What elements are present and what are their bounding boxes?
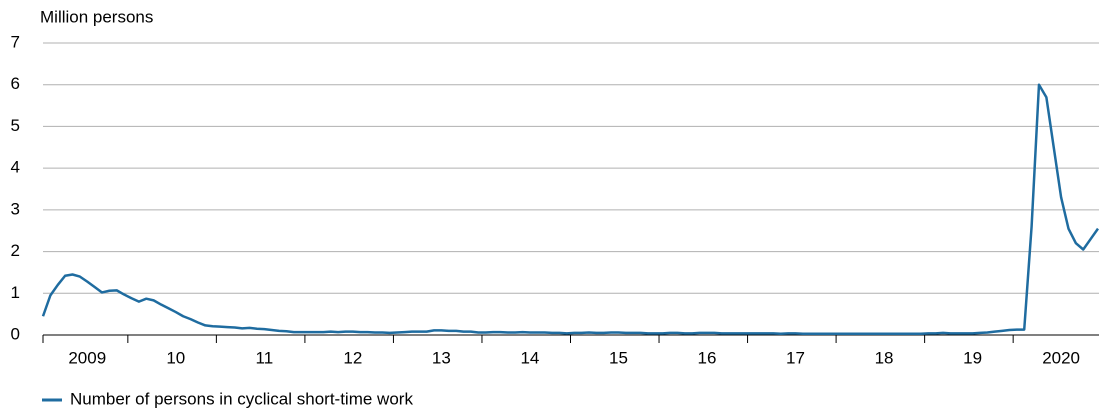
y-tick-label: 2 <box>11 241 20 260</box>
y-tick-label: 4 <box>11 158 20 177</box>
y-tick-label: 5 <box>11 116 20 135</box>
x-tick-label: 14 <box>520 348 539 367</box>
x-tick-label: 2020 <box>1042 348 1080 367</box>
y-tick-label: 7 <box>11 32 20 51</box>
x-tick-label: 11 <box>256 348 274 367</box>
x-tick-label: 13 <box>432 348 451 367</box>
legend-label: Number of persons in cyclical short-time… <box>70 389 413 408</box>
x-tick-label: 16 <box>698 348 717 367</box>
line-series <box>41 83 1099 335</box>
x-tick-label: 17 <box>786 348 805 367</box>
x-tick-label: 15 <box>609 348 628 367</box>
y-tick-label: 0 <box>11 324 20 343</box>
x-tick-label: 2009 <box>68 348 106 367</box>
y-axis-label: Million persons <box>40 7 153 26</box>
y-tick-label: 3 <box>11 199 20 218</box>
y-tick-label: 6 <box>11 74 20 93</box>
x-tick-label: 18 <box>875 348 894 367</box>
x-tick-label: 10 <box>166 348 185 367</box>
x-tick-label: 19 <box>963 348 982 367</box>
y-tick-label: 1 <box>11 283 20 302</box>
x-tick-label: 12 <box>343 348 362 367</box>
